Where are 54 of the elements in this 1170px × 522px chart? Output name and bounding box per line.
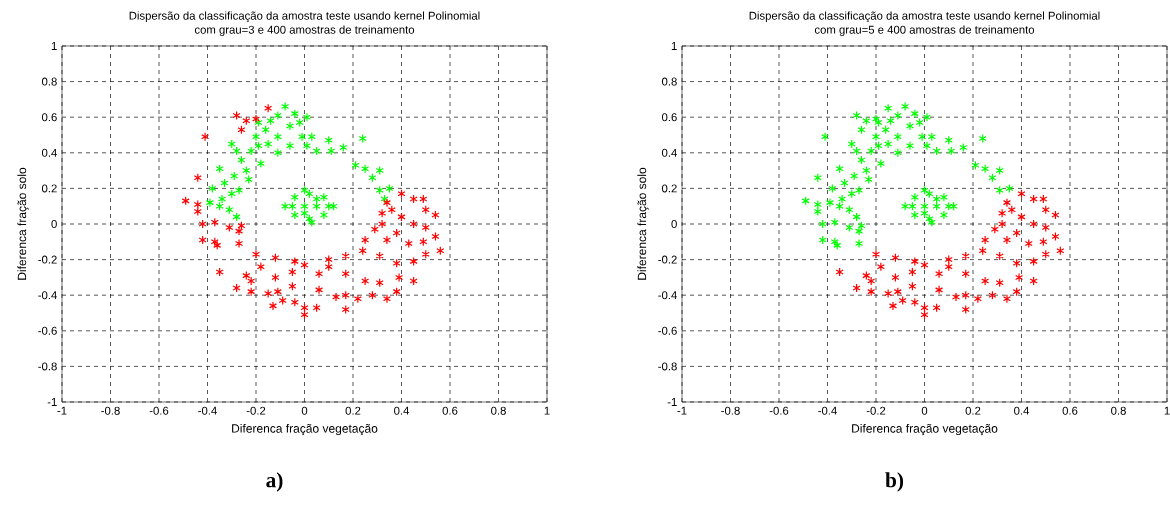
- y-tick-label: -0.4: [38, 291, 57, 300]
- y-tick-label: -0.2: [38, 255, 57, 264]
- x-tick-label: -0.6: [769, 406, 789, 415]
- y-tick-label: 0.2: [41, 184, 57, 193]
- y-tick-label: 1: [51, 42, 57, 50]
- x-tick-label: 1: [1164, 406, 1170, 415]
- x-tick-label: 0.2: [965, 406, 981, 415]
- chart-title: Dispersão da classificação da amostra teste usando kernel Polinomial: [129, 11, 480, 23]
- x-tick-label: -0.8: [721, 406, 740, 415]
- x-tick-label: 0.6: [1062, 406, 1078, 415]
- y-tick-label: 0.4: [41, 148, 57, 157]
- x-tick-label: 0: [301, 406, 308, 415]
- x-tick-label: 0: [921, 406, 928, 415]
- x-tick-label: -1: [677, 406, 687, 415]
- y-tick-label: 0.6: [41, 113, 57, 122]
- x-tick-label: -0.6: [149, 406, 169, 415]
- x-axis-title: Diferenca fração vegetação: [232, 423, 378, 436]
- x-tick-label: 0.8: [491, 406, 506, 415]
- y-tick-label: 0.4: [661, 148, 677, 157]
- x-tick-label: 1: [544, 406, 550, 415]
- y-tick-label: 0.2: [661, 184, 677, 193]
- chart-subtitle: com grau=5 e 400 amostras de treinamento: [814, 25, 1035, 36]
- y-tick-label: -0.4: [658, 291, 677, 300]
- x-tick-label: -0.4: [198, 406, 217, 415]
- y-tick-label: -0.2: [658, 255, 677, 264]
- x-tick-label: -0.8: [101, 406, 120, 415]
- y-tick-label: 0: [51, 220, 57, 229]
- x-tick-label: 0.8: [1111, 406, 1126, 415]
- y-tick-label: -1: [667, 398, 677, 406]
- chart-subtitle: com grau=3 e 400 amostras de treinamento: [194, 25, 415, 36]
- y-tick-label: 0.8: [41, 77, 57, 86]
- y-tick-label: 1: [671, 42, 677, 50]
- x-tick-label: -0.2: [866, 406, 886, 415]
- x-tick-label: 0.6: [442, 406, 458, 415]
- x-tick-label: 0.4: [1014, 406, 1030, 415]
- x-tick-label: 0.2: [345, 406, 361, 415]
- x-tick-label: 0.4: [394, 406, 410, 415]
- text: a): [266, 472, 283, 492]
- x-axis-title: Diferenca fração vegetação: [852, 423, 998, 436]
- y-tick-label: -0.8: [38, 362, 57, 371]
- x-tick-label: -0.2: [246, 406, 266, 415]
- y-axis-title: Diferenca fração solo: [637, 167, 649, 280]
- y-axis-title: Diferenca fração solo: [17, 167, 29, 280]
- y-tick-label: 0.6: [661, 113, 677, 122]
- x-tick-label: -1: [57, 406, 67, 415]
- y-tick-label: -1: [47, 398, 57, 406]
- y-tick-label: -0.8: [658, 362, 677, 371]
- y-tick-label: -0.6: [658, 326, 677, 335]
- y-tick-label: -0.6: [38, 326, 57, 335]
- chart-title: Dispersão da classificação da amostra teste usando kernel Polinomial: [749, 11, 1100, 23]
- text: b): [885, 472, 904, 492]
- y-tick-label: 0: [671, 220, 677, 229]
- y-tick-label: 0.8: [661, 77, 677, 86]
- x-tick-label: -0.4: [818, 406, 837, 415]
